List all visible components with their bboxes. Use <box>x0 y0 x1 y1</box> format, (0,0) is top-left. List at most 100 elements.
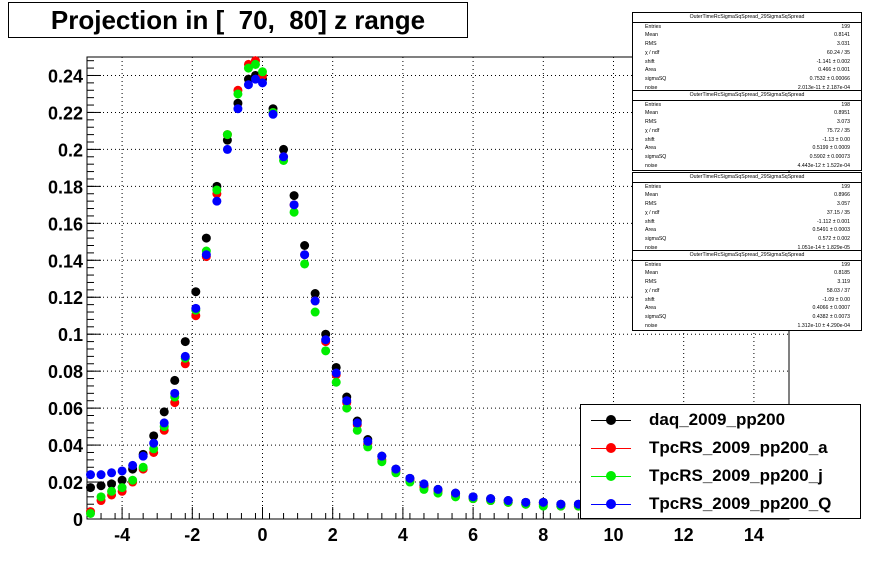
stats-key: RMS <box>645 279 657 286</box>
data-point <box>363 436 373 446</box>
stats-row: RMS 3.073 <box>633 118 861 127</box>
data-point <box>250 59 260 69</box>
data-point <box>138 462 148 472</box>
y-tick-label: 0.22 <box>48 103 83 123</box>
stats-key: sigmaSQ <box>645 313 667 320</box>
stats-value: -1.112 ± 0.001 <box>816 218 850 225</box>
data-point <box>331 377 341 387</box>
data-point <box>321 335 331 345</box>
data-point <box>300 250 310 260</box>
data-point <box>222 130 232 140</box>
stats-key: Area <box>645 67 656 74</box>
data-point <box>159 407 169 417</box>
stats-key: noise <box>645 84 658 91</box>
stats-row: χ / ndf 75.72 / 35 <box>633 127 861 136</box>
stats-row: Area 0.5491 ± 0.0003 <box>633 226 861 235</box>
data-point <box>321 346 331 356</box>
stats-row: χ / ndf 37.15 / 35 <box>633 209 861 218</box>
data-point <box>310 296 320 306</box>
stats-value: 3.057 <box>837 201 850 208</box>
stats-row: Mean 0.8966 <box>633 191 861 200</box>
data-point <box>405 473 415 483</box>
data-point <box>391 464 401 474</box>
x-tick-label: 2 <box>328 525 338 545</box>
stats-value: 0.4066 ± 0.0007 <box>812 305 850 312</box>
data-point <box>268 109 278 119</box>
data-point <box>258 67 267 77</box>
data-point <box>117 483 127 493</box>
stats-value: 0.8966 <box>834 192 850 199</box>
stats-key: noise <box>645 162 658 169</box>
series-2 <box>86 59 583 518</box>
legend-entry: daq_2009_pp200 <box>581 407 860 435</box>
stats-row: Mean 0.8141 <box>633 31 861 40</box>
stats-row: Entries 199 <box>633 23 861 32</box>
data-point <box>138 451 148 461</box>
y-tick-label: 0.08 <box>48 362 83 382</box>
stats-key: RMS <box>645 41 657 48</box>
y-tick-label: 0.12 <box>48 288 83 308</box>
axes: -4 -2 0 2 4 6 8 10 12 14 0 0.02 0.04 0.06 0.08 0.1 0.12 0… <box>48 60 790 545</box>
stats-value: 3.073 <box>837 119 850 126</box>
stats-value: 199 <box>841 183 850 190</box>
legend-marker <box>606 415 616 425</box>
stats-box-title: OuterTimeRcSigmaSqSpread_29SigmaSqSpread <box>633 13 861 23</box>
stats-row: Entries 199 <box>633 183 861 192</box>
y-tick-label: 0.14 <box>48 251 83 271</box>
stats-key: noise <box>645 322 658 329</box>
stats-row: Mean 0.8185 <box>633 269 861 278</box>
data-point <box>538 497 548 507</box>
stats-box: OuterTimeRcSigmaSqSpread_29SigmaSqSpread… <box>632 90 862 172</box>
stats-value: 199 <box>841 23 850 30</box>
y-tick-label: 0.06 <box>48 399 83 419</box>
data-point <box>419 479 429 489</box>
data-point <box>96 470 106 480</box>
stats-key: χ / ndf <box>645 209 660 216</box>
data-point <box>212 196 222 206</box>
stats-row: sigmaSQ 0.5902 ± 0.00073 <box>633 153 861 162</box>
y-tick-label: 0.02 <box>48 473 83 493</box>
stats-key: χ / ndf <box>645 127 660 134</box>
stats-value: 0.8951 <box>834 110 850 117</box>
stats-box-title: OuterTimeRcSigmaSqSpread_29SigmaSqSpread <box>633 251 861 261</box>
data-point <box>96 481 106 491</box>
x-tick-label: -2 <box>184 525 200 545</box>
data-point <box>243 63 253 73</box>
stats-key: Mean <box>645 32 658 39</box>
stats-value: 1.051e-14 ± 1.829e-05 <box>797 244 850 251</box>
data-point <box>258 78 267 88</box>
stats-row: sigmaSQ 0.4382 ± 0.0073 <box>633 313 861 322</box>
y-tick-label: 0.16 <box>48 214 83 234</box>
legend-label: TpcRS_2009_pp200_j <box>649 466 823 485</box>
stats-value: 3.119 <box>837 279 850 286</box>
legend-marker <box>606 499 616 509</box>
stats-row: shift -1.13 ± 0.00 <box>633 136 861 145</box>
series-0 <box>86 70 583 509</box>
stats-key: shift <box>645 296 655 303</box>
stats-value: 0.572 ± 0.002 <box>818 235 850 242</box>
x-tick-label: 14 <box>744 525 764 545</box>
data-point <box>486 494 496 504</box>
data-point <box>191 287 201 297</box>
data-point <box>556 499 566 509</box>
y-tick-label: 0.18 <box>48 177 83 197</box>
data-point <box>300 240 310 250</box>
data-point <box>300 259 310 269</box>
legend-label: TpcRS_2009_pp200_a <box>649 438 828 457</box>
stats-value: 0.4382 ± 0.0073 <box>812 313 850 320</box>
stats-key: RMS <box>645 201 657 208</box>
legend-entry: TpcRS_2009_pp200_Q <box>581 491 860 519</box>
stats-key: shift <box>645 58 655 65</box>
stats-row: Mean 0.8951 <box>633 109 861 118</box>
data-point <box>149 431 159 441</box>
stats-row: shift -1.141 ± 0.002 <box>633 58 861 67</box>
stats-value: 60.24 / 35 <box>826 49 850 56</box>
chart-title: Projection in [ 70, 80] z range <box>8 2 468 38</box>
data-point <box>170 388 180 398</box>
stats-row: Area 0.5199 ± 0.0009 <box>633 144 861 153</box>
data-point <box>233 104 243 114</box>
data-point <box>377 451 387 461</box>
data-point <box>201 250 211 260</box>
stats-key: Entries <box>645 101 662 108</box>
stats-key: Entries <box>645 183 662 190</box>
